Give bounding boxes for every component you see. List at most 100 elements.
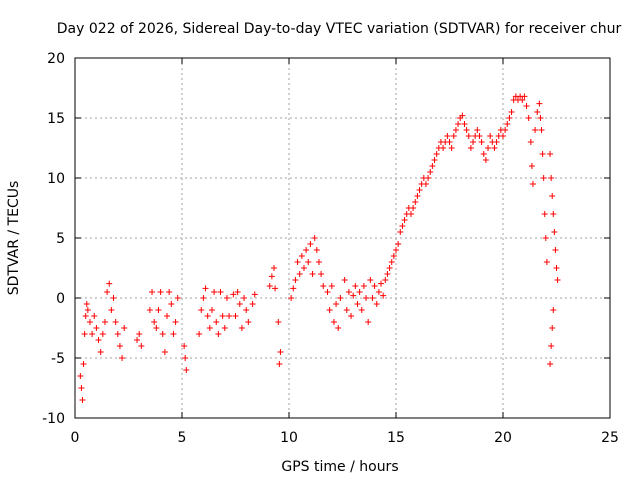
data-point [245,319,252,325]
data-point [272,285,279,292]
data-point [407,211,414,217]
data-point [373,301,380,307]
data-point [549,193,556,199]
data-point [542,235,549,241]
data-point [506,115,513,121]
data-point [448,145,455,151]
y-tick-label: 10 [47,171,65,187]
data-point [313,247,320,253]
data-point [485,145,492,151]
x-tick-label: 25 [601,430,619,446]
data-point [324,289,331,295]
data-point [410,205,417,211]
data-point [232,313,239,319]
data-point [243,307,250,313]
data-point [108,307,115,313]
data-point [198,307,205,313]
data-point [476,133,483,139]
data-point [525,115,532,121]
data-point [146,307,153,313]
data-point [238,325,245,331]
data-point [429,163,436,169]
data-point [84,307,91,313]
data-point [384,271,391,277]
data-point [343,307,350,313]
data-point [539,151,546,157]
data-point [303,247,310,253]
data-point [119,355,126,361]
data-point [504,121,511,127]
data-point [375,289,382,295]
data-point [382,277,389,283]
y-tick-label: -5 [51,351,65,367]
data-point [529,181,536,187]
data-point [288,295,295,301]
data-point [459,112,466,119]
data-point [226,313,233,319]
x-tick-label: 15 [387,430,405,446]
data-point [221,325,228,331]
grid-lines [75,58,610,418]
data-point [153,325,160,331]
data-point [104,289,111,295]
data-point [157,289,164,295]
data-point [333,301,340,307]
data-point [121,325,128,331]
data-point [106,280,113,287]
data-point [81,331,88,337]
data-point [174,295,181,301]
data-point [277,349,284,355]
data-point [294,259,301,265]
data-point [155,307,162,313]
data-point [348,313,355,319]
data-point [206,325,213,331]
y-tick-label: 5 [56,231,65,247]
y-tick-label: 20 [47,51,65,67]
x-tick-label: 20 [494,430,512,446]
data-point [151,319,158,325]
data-point [480,151,487,157]
data-point [196,331,203,337]
data-point [536,100,543,107]
data-point [208,307,215,313]
data-point [164,313,171,319]
data-point [534,109,541,115]
x-axis-label: GPS time / hours [281,459,398,475]
data-point [91,313,98,319]
data-point [543,259,550,265]
data-point [547,361,554,367]
data-point [172,319,179,325]
data-point [537,115,544,121]
data-point [548,343,555,349]
data-point [554,277,561,283]
data-point [548,175,555,181]
data-point [493,139,500,145]
data-point [276,361,283,367]
data-point [241,295,248,301]
data-point [114,331,121,337]
data-point [326,307,333,313]
data-point [467,145,474,151]
data-point [465,133,472,139]
data-point [500,133,506,139]
data-point [463,127,470,133]
data-point [77,373,84,379]
data-point [230,291,237,298]
data-point [80,361,87,367]
data-point [168,301,175,307]
data-point [159,331,166,337]
data-point [83,301,90,307]
y-tick-label: 0 [56,291,65,307]
data-point [219,313,226,319]
data-point [296,271,303,277]
data-point [491,145,498,151]
data-point [401,217,408,223]
data-point [161,349,168,355]
data-point [378,280,385,287]
data-point [450,133,457,139]
data-point [393,247,399,253]
data-point [416,187,423,193]
data-point [298,253,305,259]
data-point [341,277,348,283]
